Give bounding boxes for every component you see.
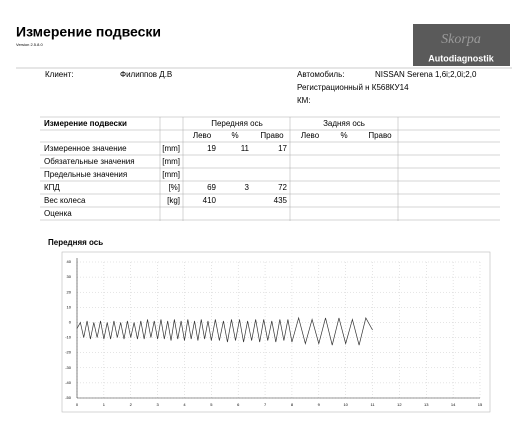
column-header: Право	[260, 131, 284, 140]
x-tick-label: 5	[210, 402, 213, 407]
row-label: Предельные значения	[44, 170, 127, 179]
car-label: Автомобиль:	[297, 70, 345, 79]
row-unit: [mm]	[162, 157, 180, 166]
y-tick-label: 20	[67, 289, 72, 294]
x-tick-label: 8	[291, 402, 294, 407]
cell: 69	[207, 183, 216, 192]
column-header: Право	[368, 131, 392, 140]
logo-text: Autodiagnostik	[428, 53, 494, 63]
table-title: Измерение подвески	[44, 119, 127, 128]
front-axle: Передняя ось	[211, 119, 263, 128]
logo-brand: Skorpa	[441, 32, 481, 47]
client: Филиппов Д.В	[120, 70, 172, 79]
column-header: %	[231, 131, 238, 140]
row-unit: [mm]	[162, 170, 180, 179]
chart-frame	[61, 251, 491, 413]
cell: 3	[245, 183, 250, 192]
row-unit: [kg]	[167, 196, 180, 205]
version: Version 2.5.8.0	[16, 42, 43, 47]
x-tick-label: 0	[76, 402, 79, 407]
page-title: Измерение подвески	[16, 24, 161, 40]
x-tick-label: 13	[424, 402, 429, 407]
logo	[413, 24, 510, 66]
column-header: %	[340, 131, 347, 140]
y-tick-label: -40	[65, 380, 72, 385]
x-tick-label: 15	[478, 402, 483, 407]
x-tick-label: 11	[370, 402, 375, 407]
y-tick-label: -10	[65, 335, 72, 340]
row-label: Измеренное значение	[44, 144, 127, 153]
client-label: Клиент:	[45, 70, 74, 79]
x-tick-label: 3	[156, 402, 159, 407]
x-tick-label: 14	[451, 402, 456, 407]
cell: 435	[274, 196, 288, 205]
x-tick-label: 2	[130, 402, 133, 407]
column-header: Лево	[301, 131, 320, 140]
row-label: КПД	[44, 183, 60, 192]
cell: 19	[207, 144, 216, 153]
row-label: Вес колеса	[44, 196, 86, 205]
y-tick-label: 40	[67, 259, 72, 264]
y-tick-label: -20	[65, 350, 72, 355]
x-tick-label: 12	[397, 402, 402, 407]
row-unit: [mm]	[162, 144, 180, 153]
cell: 72	[278, 183, 287, 192]
y-tick-label: -30	[65, 365, 72, 370]
km-label: КМ:	[297, 96, 311, 105]
signal-line	[76, 316, 373, 346]
cell: 410	[203, 196, 217, 205]
y-tick-label: -50	[65, 395, 72, 400]
y-tick-label: 0	[69, 320, 72, 325]
cell: 17	[278, 144, 287, 153]
car: NISSAN Serena 1,6i;2,0i;2,0	[375, 70, 477, 79]
chart-title: Передняя ось	[48, 238, 103, 247]
rear-axle: Задняя ось	[323, 119, 365, 128]
y-tick-label: 10	[67, 304, 72, 309]
x-tick-label: 1	[103, 402, 106, 407]
x-tick-label: 7	[264, 402, 267, 407]
cell: 11	[241, 144, 250, 153]
row-label: Оценка	[44, 209, 72, 218]
row-label: Обязательные значения	[44, 157, 135, 166]
row-unit: [%]	[168, 183, 180, 192]
registration: Регистрационный н К568КУ14	[297, 83, 409, 92]
x-tick-label: 10	[343, 402, 348, 407]
x-tick-label: 6	[237, 402, 240, 407]
x-tick-label: 9	[318, 402, 321, 407]
column-header: Лево	[193, 131, 212, 140]
x-tick-label: 4	[183, 402, 186, 407]
y-tick-label: 30	[67, 274, 72, 279]
